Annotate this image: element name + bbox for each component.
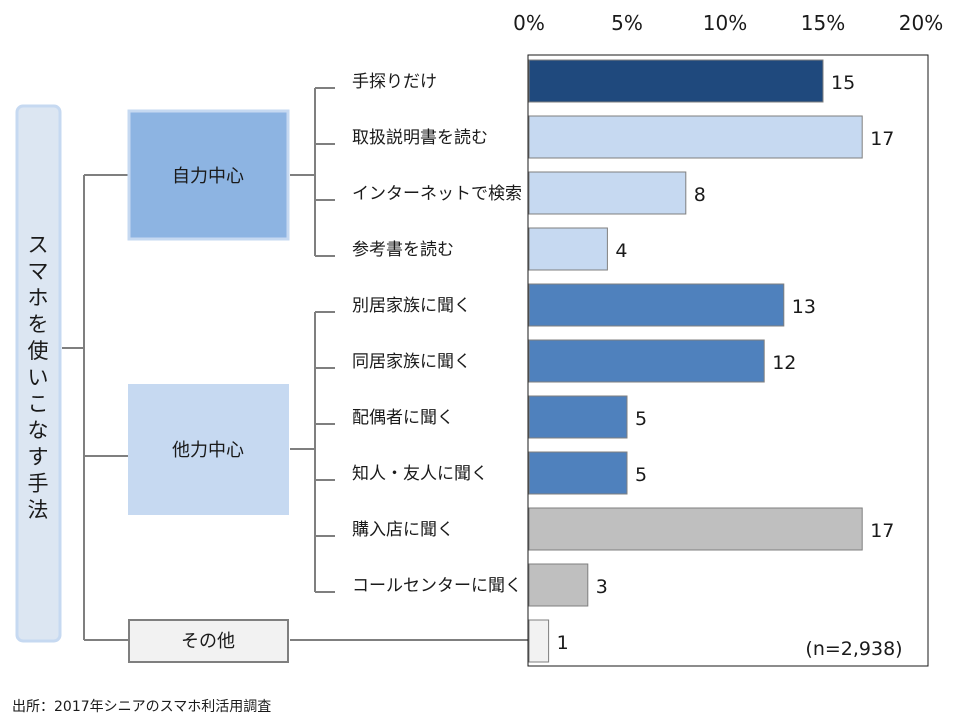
x-tick-label: 15%	[801, 11, 845, 35]
bar	[528, 283, 785, 327]
vertical-title-char: マ	[28, 260, 49, 284]
bar	[528, 395, 628, 439]
category-label: 知人・友人に聞く	[352, 464, 488, 484]
x-tick-label: 0%	[513, 11, 545, 35]
data-label: 13	[792, 296, 816, 318]
group-box-self	[127, 109, 290, 241]
data-label: 17	[870, 128, 894, 150]
x-tick-label: 10%	[703, 11, 747, 35]
sample-size-note: (n=2,938)	[805, 638, 902, 660]
vertical-title-char: す	[28, 445, 49, 469]
bar	[528, 563, 589, 607]
data-label: 12	[772, 352, 796, 374]
vertical-title-char: ス	[28, 233, 49, 257]
data-label: 5	[635, 408, 647, 430]
category-label: 参考書を読む	[352, 240, 454, 260]
category-label: 取扱説明書を読む	[352, 128, 488, 148]
category-label: 手探りだけ	[352, 72, 437, 92]
bar	[528, 59, 824, 103]
x-tick-label: 20%	[899, 11, 943, 35]
vertical-title-char: 法	[28, 498, 49, 522]
category-label: コールセンターに聞く	[352, 576, 522, 596]
category-label: 別居家族に聞く	[352, 296, 471, 316]
category-labels: 手探りだけ取扱説明書を読むインターネットで検索参考書を読む別居家族に聞く同居家族…	[352, 72, 522, 596]
bar	[528, 171, 687, 215]
vertical-title-char: ホ	[28, 286, 49, 310]
x-tick-label: 5%	[611, 11, 643, 35]
vertical-title-char: な	[28, 419, 49, 443]
group-box-other	[128, 619, 289, 663]
category-label: 同居家族に聞く	[352, 352, 471, 372]
data-label: 15	[831, 72, 855, 94]
bars	[528, 59, 863, 663]
vertical-title-char: こ	[28, 392, 49, 416]
x-axis-ticks: 0% 5% 10% 15% 20%	[513, 11, 943, 35]
value-labels: 15 17 8 4 13 12 5 5 17 3 1	[557, 72, 895, 654]
data-label: 5	[635, 464, 647, 486]
data-label: 17	[870, 520, 894, 542]
data-label: 3	[596, 576, 608, 598]
bar	[528, 507, 863, 551]
vertical-title-char: い	[28, 366, 49, 390]
category-label: 配偶者に聞く	[352, 408, 454, 428]
vertical-title-char: 手	[28, 472, 49, 496]
data-label: 4	[615, 240, 627, 262]
category-label: 購入店に聞く	[352, 520, 454, 540]
group-label-other: その他	[181, 631, 235, 652]
bar	[528, 451, 628, 495]
plot-frame	[527, 54, 929, 667]
group-label-self: 自力中心	[172, 166, 244, 187]
bar	[528, 619, 550, 663]
vertical-title-char: を	[28, 313, 49, 337]
group-label-others: 他力中心	[172, 440, 244, 461]
bar	[528, 227, 608, 271]
vertical-title-box	[15, 104, 62, 643]
tree-lines	[62, 87, 528, 641]
source-note: 出所：2017年シニアのスマホ利活用調査	[12, 699, 271, 715]
bar	[528, 339, 765, 383]
vertical-title-char: 使	[28, 339, 49, 363]
category-label: インターネットで検索	[352, 184, 522, 204]
data-label: 1	[557, 632, 569, 654]
data-label: 8	[694, 184, 706, 206]
bar	[528, 115, 863, 159]
group-box-others	[128, 384, 289, 515]
